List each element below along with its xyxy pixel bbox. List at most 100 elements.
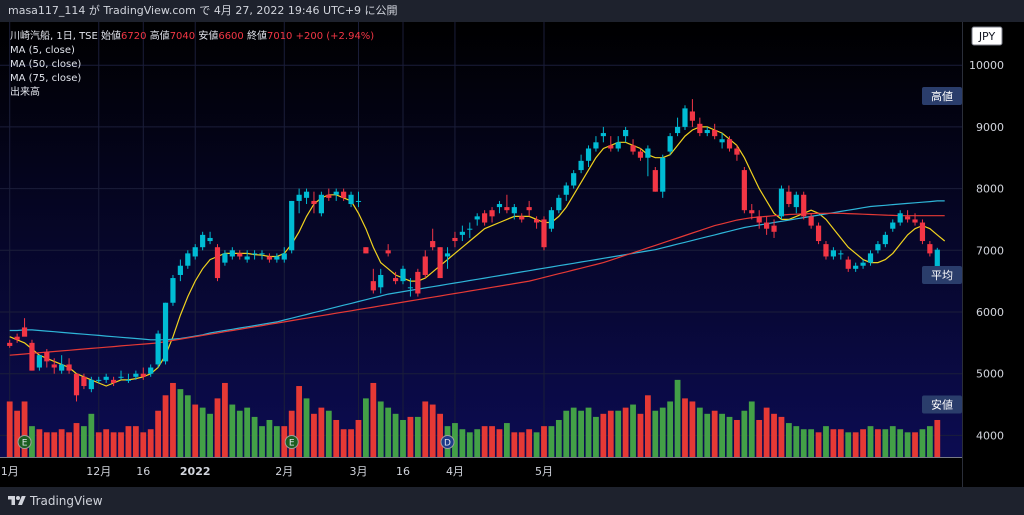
volume-bar: [793, 426, 800, 457]
candle-body: [326, 194, 332, 198]
legend-volume[interactable]: 出来高: [10, 87, 40, 98]
candle-body: [266, 256, 273, 260]
volume-bar: [229, 404, 236, 457]
time-axis-labels: 1月 12月 16 2022 2月 3月 16 4月 5月: [1, 465, 553, 478]
candle-body: [927, 244, 933, 254]
candle-body: [133, 373, 139, 377]
volume-bar: [81, 426, 87, 457]
candle-body: [274, 256, 280, 260]
event-marker-label: E: [22, 439, 28, 449]
publish-bar: masa117_114 が TradingView.com で 4月 27, 2…: [0, 0, 1024, 22]
candle-body: [749, 210, 755, 214]
volume-bar: [496, 429, 503, 457]
volume-bar: [244, 407, 251, 457]
volume-bar: [110, 432, 117, 457]
volume-bar: [407, 416, 414, 457]
currency-label: JPY: [978, 30, 996, 43]
candle-body: [296, 194, 302, 201]
volume-bar: [170, 382, 176, 457]
plot-background: [0, 22, 962, 457]
volume-bar: [414, 416, 421, 457]
candle-body: [526, 207, 532, 211]
volume-bar: [296, 386, 303, 457]
candle-body: [237, 253, 243, 257]
volume-bar: [607, 410, 614, 457]
volume-bar: [214, 398, 221, 457]
currency-badge[interactable]: JPY: [971, 26, 1003, 46]
time-tick-label: 2月: [275, 465, 293, 478]
volume-bar: [207, 413, 213, 457]
candle-body: [21, 327, 28, 337]
candle-body: [778, 188, 785, 217]
volume-bar: [659, 407, 666, 457]
candle-body: [496, 204, 503, 208]
volume-bar: [147, 429, 154, 457]
candle-body: [222, 253, 228, 263]
candle-body: [548, 210, 555, 229]
candle-body: [229, 250, 235, 257]
legend-ma5[interactable]: MA (5, close): [10, 45, 75, 56]
candle-body: [311, 200, 317, 205]
candle-body: [712, 129, 718, 137]
candle-body: [845, 259, 851, 269]
candle-body: [674, 126, 681, 134]
candlesticks: [7, 99, 940, 402]
volume-bar: [541, 426, 547, 457]
volume-bar: [748, 401, 755, 457]
time-tick-label: 4月: [446, 465, 464, 478]
candle-body: [504, 207, 510, 211]
volume-bar: [570, 407, 577, 457]
volume-bar: [303, 398, 310, 457]
volume-bar: [155, 410, 162, 457]
candle-body: [459, 231, 465, 235]
volume-bar: [830, 429, 837, 457]
price-tag-label: 安値: [931, 398, 953, 412]
event-marker: [440, 435, 455, 449]
candle-body: [407, 287, 414, 289]
candle-body: [259, 253, 265, 255]
legend-ma50[interactable]: MA (50, close): [10, 59, 82, 70]
candle-body: [155, 333, 161, 365]
close-label: 終値: [246, 31, 267, 42]
volume-bar: [815, 432, 822, 457]
volume-bar: [785, 423, 792, 457]
candle-body: [200, 234, 206, 248]
volume-bar: [429, 404, 436, 457]
candle-body: [934, 249, 940, 268]
volume-bar: [845, 432, 852, 457]
volume-bar: [897, 429, 904, 457]
candle-body: [682, 108, 688, 127]
volume-bar: [578, 410, 584, 457]
volume-bar: [125, 426, 132, 457]
price-tag-label: 平均: [931, 269, 953, 282]
candle-body: [73, 373, 80, 396]
volume-bar: [325, 410, 332, 457]
time-axis-panel: [0, 457, 962, 487]
candle-body: [140, 373, 146, 377]
volume-bar: [118, 432, 124, 457]
candle-body: [786, 191, 792, 205]
candle-body: [162, 302, 169, 362]
legend-symbol: 川崎汽船, 1日, TSE: [10, 31, 98, 42]
candle-body: [623, 129, 629, 137]
candle-body: [719, 139, 725, 143]
volume-bar: [288, 410, 295, 457]
candle-body: [482, 213, 488, 223]
candle-body: [170, 278, 176, 303]
candle-body: [585, 148, 592, 161]
volume-bar: [763, 407, 770, 457]
high-value: 7040: [169, 31, 196, 42]
candle-body: [801, 194, 807, 217]
legend-ma75[interactable]: MA (75, close): [10, 73, 82, 84]
price-tick-label: 5000: [976, 368, 1004, 381]
candle-body: [59, 364, 65, 371]
high-label: 高値: [149, 31, 170, 42]
candle-body: [734, 148, 740, 155]
volume-bar: [563, 410, 570, 457]
candle-body: [697, 123, 703, 134]
volume-bar: [177, 389, 184, 457]
volume-bar: [199, 407, 206, 457]
candle-body: [600, 133, 606, 137]
